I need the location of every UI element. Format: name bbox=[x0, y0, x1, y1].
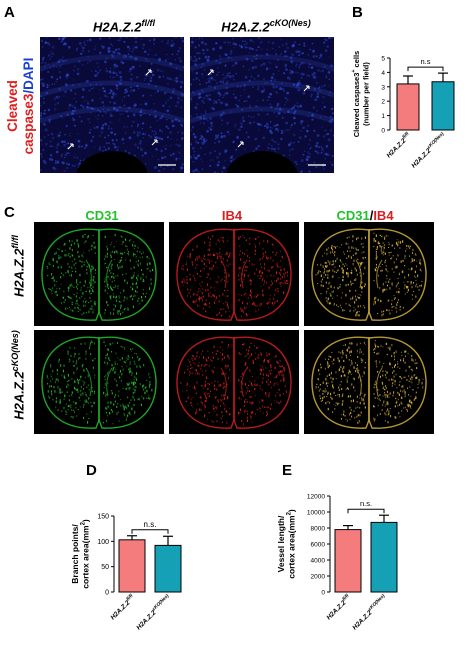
arrow-icon bbox=[151, 139, 158, 146]
micrograph-cd31-cko bbox=[34, 330, 164, 434]
panel-c-row2-label: H2A.Z.2cKO(Nes) bbox=[10, 330, 27, 420]
y-tick-label: 0 bbox=[381, 128, 385, 135]
category-label: H2A.Z.2fl/fl bbox=[384, 131, 413, 160]
y-tick-label: 0 bbox=[105, 590, 109, 597]
y-tick-label: 50 bbox=[101, 564, 109, 571]
panel-letter-e: E bbox=[282, 462, 293, 479]
bar bbox=[118, 539, 146, 593]
y-tick-label: 5 bbox=[381, 56, 385, 63]
ylabel-slash: / bbox=[21, 89, 36, 94]
significance-label: n.s. bbox=[360, 499, 372, 508]
micrograph-merge-cko bbox=[304, 330, 434, 434]
panel-a-col1-label: H2A.Z.2fl/fl bbox=[93, 18, 155, 35]
y-tick-label: 12000 bbox=[307, 494, 325, 501]
header-merge: CD31/IB4 bbox=[336, 208, 394, 223]
micrograph-merge-floxed bbox=[304, 222, 434, 326]
y-tick-label: 150 bbox=[97, 514, 109, 521]
y-tick-label: 4000 bbox=[311, 558, 326, 565]
category-label: H2A.Z.2cKO(Nes) bbox=[350, 593, 389, 632]
bar bbox=[396, 83, 420, 131]
panel-a-col2-label: H2A.Z.2cKO(Nes) bbox=[221, 18, 311, 35]
panel-letter-d: D bbox=[86, 462, 97, 479]
category-label: H2A.Z.2cKO(Nes) bbox=[409, 131, 448, 170]
micrograph-ib4-floxed bbox=[169, 222, 299, 326]
chart-d: 0 50 100 150 H2A.Z.2fl/fl H2A.Z.2cKO(Nes) n.s.… bbox=[64, 476, 224, 646]
significance-bracket bbox=[347, 508, 385, 514]
arrow-icon bbox=[145, 69, 152, 76]
bar bbox=[370, 521, 398, 593]
ylabel-dapi: DAPI bbox=[21, 57, 36, 90]
significance-label: n.s. bbox=[144, 520, 157, 529]
bar bbox=[154, 544, 182, 593]
y-tick-label: 10000 bbox=[307, 510, 325, 517]
chart-e: 0 2000 4000 6000 8000 10000 12000 H2A.Z.2fl/fl H… bbox=[260, 476, 440, 646]
bar bbox=[334, 529, 362, 593]
y-tick-label: 2000 bbox=[311, 574, 326, 581]
category-label: H2A.Z.2fl/fl bbox=[324, 593, 353, 622]
header-ib4: IB4 bbox=[221, 208, 243, 223]
arrow-icon bbox=[237, 141, 244, 148]
significance-bracket bbox=[407, 66, 444, 72]
ylabel-cleaved: Cleaved bbox=[5, 80, 20, 132]
y-tick-label: 100 bbox=[97, 539, 109, 546]
panel-letter-a: A bbox=[4, 4, 15, 21]
bar bbox=[431, 81, 455, 131]
category-label: H2A.Z.2cKO(Nes) bbox=[134, 593, 173, 632]
ylabel-caspase3: caspase3 bbox=[21, 93, 36, 155]
micrograph-a-floxed bbox=[40, 37, 184, 173]
y-tick-label: 2 bbox=[381, 99, 385, 106]
significance-bracket bbox=[131, 529, 169, 534]
panel-a-ylabel: Cleaved caspase3/DAPI bbox=[5, 21, 41, 191]
arrow-icon bbox=[303, 85, 310, 92]
y-tick-label: 6000 bbox=[311, 542, 326, 549]
chart-b: 0 1 2 3 4 5 H2A.Z.2fl/fl H2A.Z.2cKO(Nes) n.s Clea… bbox=[348, 20, 470, 206]
y-tick-label: 1 bbox=[381, 113, 385, 120]
arrow-icon bbox=[67, 143, 74, 150]
micrograph-ib4-cko bbox=[169, 330, 299, 434]
arrow-icon bbox=[207, 69, 214, 76]
panel-letter-c: C bbox=[4, 204, 15, 221]
y-axis-label: Vessel length/cortex area(mm2) bbox=[276, 509, 297, 579]
micrograph-a-cko bbox=[190, 37, 334, 173]
y-tick-label: 4 bbox=[381, 70, 385, 77]
y-axis-label: Branch points/cortex area(mm2) bbox=[70, 519, 91, 589]
category-label: H2A.Z.2fl/fl bbox=[108, 593, 137, 622]
significance-label: n.s bbox=[420, 57, 430, 66]
panel-c-row1-label: H2A.Z.2fl/fl bbox=[10, 235, 27, 297]
y-tick-label: 3 bbox=[381, 84, 385, 91]
panel-letter-b: B bbox=[352, 4, 363, 21]
header-cd31: CD31 bbox=[85, 208, 119, 223]
y-axis-label: Cleaved caspase3+ cells(number per field… bbox=[351, 51, 371, 137]
y-tick-label: 8000 bbox=[311, 526, 326, 533]
y-tick-label: 0 bbox=[321, 590, 325, 597]
micrograph-cd31-floxed bbox=[34, 222, 164, 326]
